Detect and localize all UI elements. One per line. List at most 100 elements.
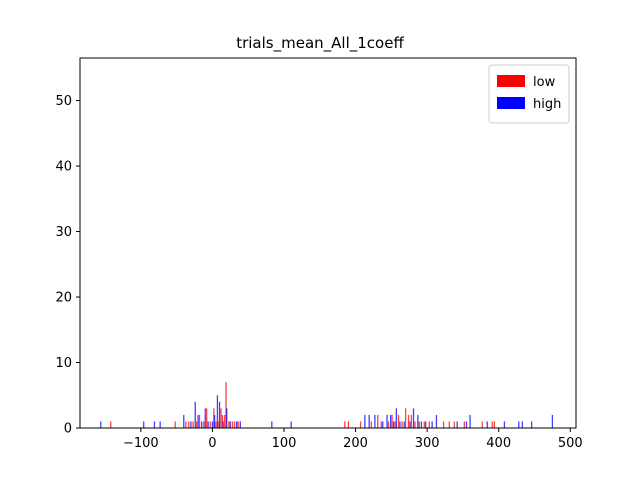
bar-high-38	[435, 414, 438, 428]
legend-label-high: high	[533, 97, 561, 112]
bar-high-30	[399, 421, 401, 428]
bar-high-21	[290, 421, 292, 428]
bar-low-3	[188, 421, 190, 428]
y-tick-label: 10	[55, 356, 72, 371]
x-tick-label: 0	[208, 436, 216, 451]
plot-frame	[79, 57, 577, 429]
bar-low-19	[233, 421, 236, 428]
bar-high-41	[469, 414, 471, 428]
bar-low-8	[206, 408, 208, 428]
legend-label-low: low	[533, 75, 556, 90]
bar-low-18	[231, 421, 234, 428]
bar-low-12	[218, 421, 220, 428]
bar-low-0	[110, 421, 112, 428]
bar-high-12	[213, 414, 216, 428]
bar-low-38	[428, 421, 430, 428]
bar-high-4	[183, 414, 185, 428]
bar-low-9	[209, 421, 211, 428]
bar-low-32	[405, 408, 407, 428]
bar-low-37	[423, 421, 425, 428]
legend-swatch-low	[497, 75, 525, 87]
bar-low-2	[185, 421, 187, 428]
bar-high-7	[197, 414, 199, 428]
bar-high-3	[159, 421, 161, 428]
y-tick-label: 30	[55, 225, 72, 240]
bar-low-7	[203, 421, 205, 428]
x-tick-label: 100	[272, 436, 297, 451]
y-tick-label: 20	[55, 291, 72, 306]
bar-high-10	[207, 421, 209, 428]
bar-low-13	[220, 408, 222, 428]
bar-high-35	[420, 421, 423, 428]
bar-high-14	[218, 401, 221, 428]
bar-high-45	[521, 421, 523, 428]
bar-high-17	[229, 421, 231, 428]
x-tick-label: 200	[343, 436, 368, 451]
x-tick-label: −100	[123, 436, 159, 451]
bar-high-34	[417, 414, 419, 428]
bar-high-16	[226, 408, 228, 428]
bar-low-29	[394, 421, 396, 428]
y-tick-label: 0	[64, 422, 72, 437]
bar-high-15	[222, 421, 224, 428]
bar-high-19	[239, 421, 241, 428]
bar-high-25	[382, 421, 384, 428]
bar-high-46	[530, 421, 533, 428]
bar-high-27	[389, 414, 392, 428]
bar-low-23	[359, 421, 362, 428]
bar-high-24	[374, 414, 376, 428]
bar-high-13	[216, 395, 219, 428]
bar-low-40	[448, 421, 450, 428]
bar-low-10	[213, 408, 215, 428]
bar-high-29	[395, 408, 397, 428]
bar-high-8	[201, 421, 203, 428]
bar-low-26	[380, 421, 382, 428]
bar-low-31	[401, 421, 403, 428]
bar-high-23	[368, 414, 370, 428]
bar-low-30	[397, 414, 400, 428]
bar-high-31	[403, 421, 405, 428]
bar-high-22	[364, 414, 366, 428]
bar-high-32	[409, 421, 411, 428]
bar-high-44	[518, 421, 520, 428]
bar-low-16	[225, 382, 227, 428]
bar-high-2	[153, 421, 156, 428]
legend-swatch-high	[497, 97, 525, 109]
bar-low-43	[481, 421, 483, 428]
y-tick-label: 50	[55, 94, 72, 109]
bar-high-43	[503, 421, 506, 428]
bar-low-34	[410, 414, 413, 428]
bar-high-20	[271, 421, 273, 428]
bar-high-11	[211, 421, 214, 428]
bar-high-37	[431, 421, 433, 428]
bar-low-36	[418, 421, 420, 428]
bar-low-21	[344, 421, 346, 428]
bar-low-39	[442, 421, 445, 428]
legend-box	[488, 64, 570, 124]
bar-high-33	[412, 408, 415, 428]
bar-low-22	[347, 421, 350, 428]
bar-high-26	[386, 414, 388, 428]
bars-layer	[100, 382, 554, 428]
bar-high-47	[551, 414, 554, 428]
bar-high-28	[392, 421, 395, 428]
bar-high-36	[425, 421, 427, 428]
bar-high-42	[486, 421, 488, 428]
legend: low high	[488, 64, 570, 124]
bar-high-1	[143, 421, 145, 428]
chart-title: trials_mean_All_1coeff	[236, 34, 404, 53]
bar-high-39	[456, 421, 458, 428]
bar-high-18	[236, 421, 238, 428]
bar-low-20	[237, 421, 239, 428]
bar-low-15	[223, 414, 226, 428]
x-tick-label: 500	[558, 436, 583, 451]
x-tick-label: 300	[415, 436, 440, 451]
bar-low-25	[377, 414, 379, 428]
bar-low-1	[174, 421, 176, 428]
bar-high-6	[194, 401, 196, 428]
bar-high-5	[190, 421, 192, 428]
bar-low-44	[491, 421, 493, 428]
bar-high-40	[465, 421, 468, 428]
bar-low-45	[493, 421, 496, 428]
